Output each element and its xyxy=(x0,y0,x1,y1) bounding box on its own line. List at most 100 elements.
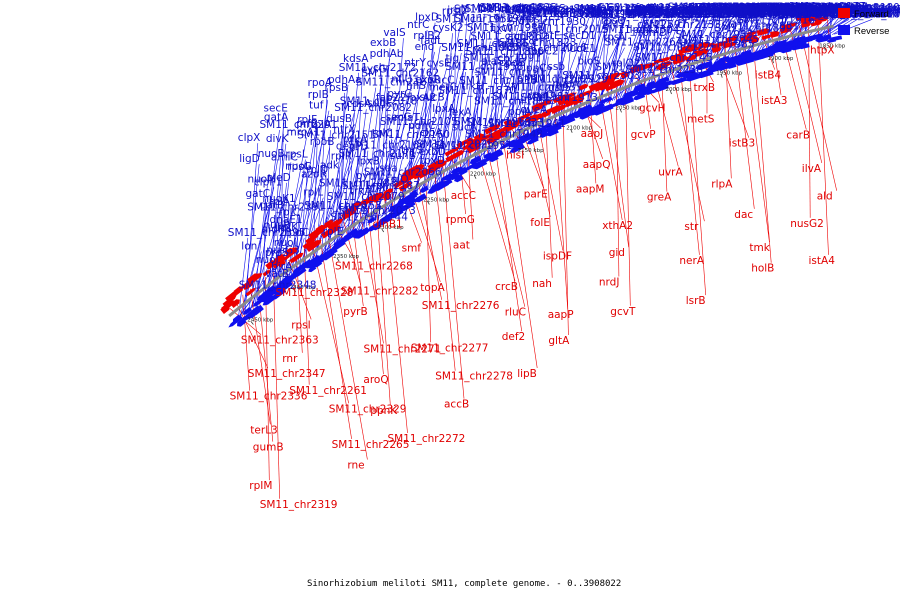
genome-backbone-line xyxy=(228,24,835,318)
reverse-connector xyxy=(276,162,292,289)
reverse-gene-label: SM11_chr1936 xyxy=(696,8,774,20)
reverse-gene-label: ssb xyxy=(547,61,565,73)
reverse-gene xyxy=(472,158,488,170)
forward-gene xyxy=(571,97,585,106)
kbp-ticks: 2450 kbp 2400 kbp 2350 kbp 2300 kbp 2250 kbp… xyxy=(247,44,846,325)
forward-gene-label: crcB xyxy=(495,281,518,293)
reverse-gene-label: secE xyxy=(264,102,288,114)
forward-connector xyxy=(476,144,516,282)
reverse-gene-label: tolC xyxy=(372,128,393,140)
forward-gene xyxy=(382,192,392,202)
reverse-gene-label: cls xyxy=(431,140,445,152)
forward-gene xyxy=(490,131,508,142)
forward-gene-label: htpX xyxy=(810,44,835,56)
reverse-gene-label: SM11_chr2013 xyxy=(530,6,608,18)
reverse-gene-label: SM11_chr2066 xyxy=(364,167,442,179)
reverse-gene-label: SM11_chr1930 xyxy=(508,16,586,28)
reverse-gene-label: rplB2 xyxy=(413,30,441,42)
reverse-gene xyxy=(484,148,502,159)
reverse-gene-label: SM11_chr2119 xyxy=(654,8,732,20)
reverse-gene-label: SM11_chr2045 xyxy=(681,34,759,46)
reverse-gene-label: SM11_chr2042 xyxy=(675,6,753,18)
reverse-gene-label: SM11_chr1905 xyxy=(726,4,804,16)
reverse-gene-label: fixW xyxy=(490,23,514,35)
forward-gene xyxy=(517,113,532,122)
forward-gene-label: parE xyxy=(524,188,548,200)
forward-connector xyxy=(425,171,431,343)
reverse-gene-label: nuoJ xyxy=(256,254,279,266)
reverse-connector xyxy=(274,182,287,290)
forward-connector xyxy=(327,232,368,460)
reverse-connector xyxy=(463,63,484,170)
reverse-gene-label: SM11_chr2014 xyxy=(761,2,839,14)
forward-gene xyxy=(305,240,322,252)
reverse-connector xyxy=(821,15,854,38)
reverse-connector xyxy=(535,15,542,134)
reverse-connector xyxy=(614,16,651,101)
reverse-gene-label: SM11_chr2114 xyxy=(631,8,709,20)
reverse-gene-label: clpA xyxy=(420,127,443,139)
forward-connector xyxy=(799,25,837,191)
forward-connector xyxy=(367,206,384,375)
reverse-gene xyxy=(656,76,669,84)
reverse-connector xyxy=(629,17,644,95)
forward-gene-label: rlpA xyxy=(711,178,733,190)
reverse-connector xyxy=(300,147,331,271)
reverse-gene-label: scpB xyxy=(660,7,685,19)
forward-gene xyxy=(781,22,798,30)
forward-gene xyxy=(550,104,568,114)
forward-connector xyxy=(235,300,269,369)
reverse-gene-label: pdhAb xyxy=(370,48,404,60)
forward-gene-label: ald xyxy=(817,191,833,203)
reverse-gene xyxy=(512,143,524,152)
reverse-connector xyxy=(427,40,434,190)
reverse-gene-label: SM11_chr2241 xyxy=(815,3,893,15)
reverse-gene-label: rpsQ xyxy=(601,15,626,27)
reverse-gene-label: normM xyxy=(522,5,559,17)
forward-gene-label: SM11_chr2261 xyxy=(289,385,367,397)
reverse-gene-label: rpoC xyxy=(284,227,309,239)
kbp-tick-label: 1850 kbp xyxy=(819,44,845,50)
reverse-gene-label: lpsE xyxy=(554,8,576,20)
reverse-gene-label: SM11_chr1987 xyxy=(692,6,770,18)
reverse-gene-label: rplL xyxy=(303,187,323,199)
forward-gene xyxy=(722,41,738,49)
forward-gene-label: xthA2 xyxy=(602,220,633,232)
reverse-gene-label: mlaT xyxy=(394,112,421,124)
reverse-gene-label: nuoC1 xyxy=(577,2,611,14)
reverse-gene-label: SM11_chr1938 xyxy=(459,75,537,87)
reverse-gene-label: SM11_chr2074 xyxy=(750,8,828,20)
forward-connector xyxy=(467,149,474,240)
forward-gene xyxy=(674,55,688,64)
reverse-connector xyxy=(347,134,354,239)
reverse-gene-label: suhB xyxy=(390,150,416,162)
reverse-gene-label: SM11_chr2157 xyxy=(648,5,726,17)
reverse-gene-label: sucA xyxy=(452,121,478,133)
kbp-tick-label: 2400 kbp xyxy=(290,285,316,291)
reverse-gene-label: mrcA1 xyxy=(287,126,321,138)
reverse-gene xyxy=(344,228,358,238)
forward-gene xyxy=(795,14,809,21)
reverse-gene-label: SM11_chr1960 xyxy=(683,8,761,20)
forward-connector xyxy=(493,136,522,332)
kbp-tick-label: 2050 kbp xyxy=(616,105,642,111)
reverse-gene-label: alaS2 xyxy=(481,56,510,68)
reverse-gene-label: rplN xyxy=(630,6,652,18)
reverse-gene-label: lppB xyxy=(477,2,500,14)
reverse-connector xyxy=(429,16,463,189)
forward-connector xyxy=(625,78,631,306)
reverse-connector xyxy=(480,13,502,161)
forward-gene xyxy=(576,90,594,99)
reverse-gene xyxy=(828,35,843,42)
forward-gene xyxy=(756,28,771,36)
reverse-gene-label: SM11_chr1914 xyxy=(725,3,803,15)
reverse-gene xyxy=(679,68,697,78)
forward-gene-label: holB xyxy=(751,263,774,275)
reverse-gene-label: nuoK1 xyxy=(262,193,295,205)
reverse-connector xyxy=(333,170,341,248)
reverse-gene-label: lpxA xyxy=(432,103,456,115)
reverse-connector xyxy=(568,40,584,119)
forward-gene xyxy=(398,182,413,192)
kbp-tick-label: 2150 kbp xyxy=(518,148,544,154)
